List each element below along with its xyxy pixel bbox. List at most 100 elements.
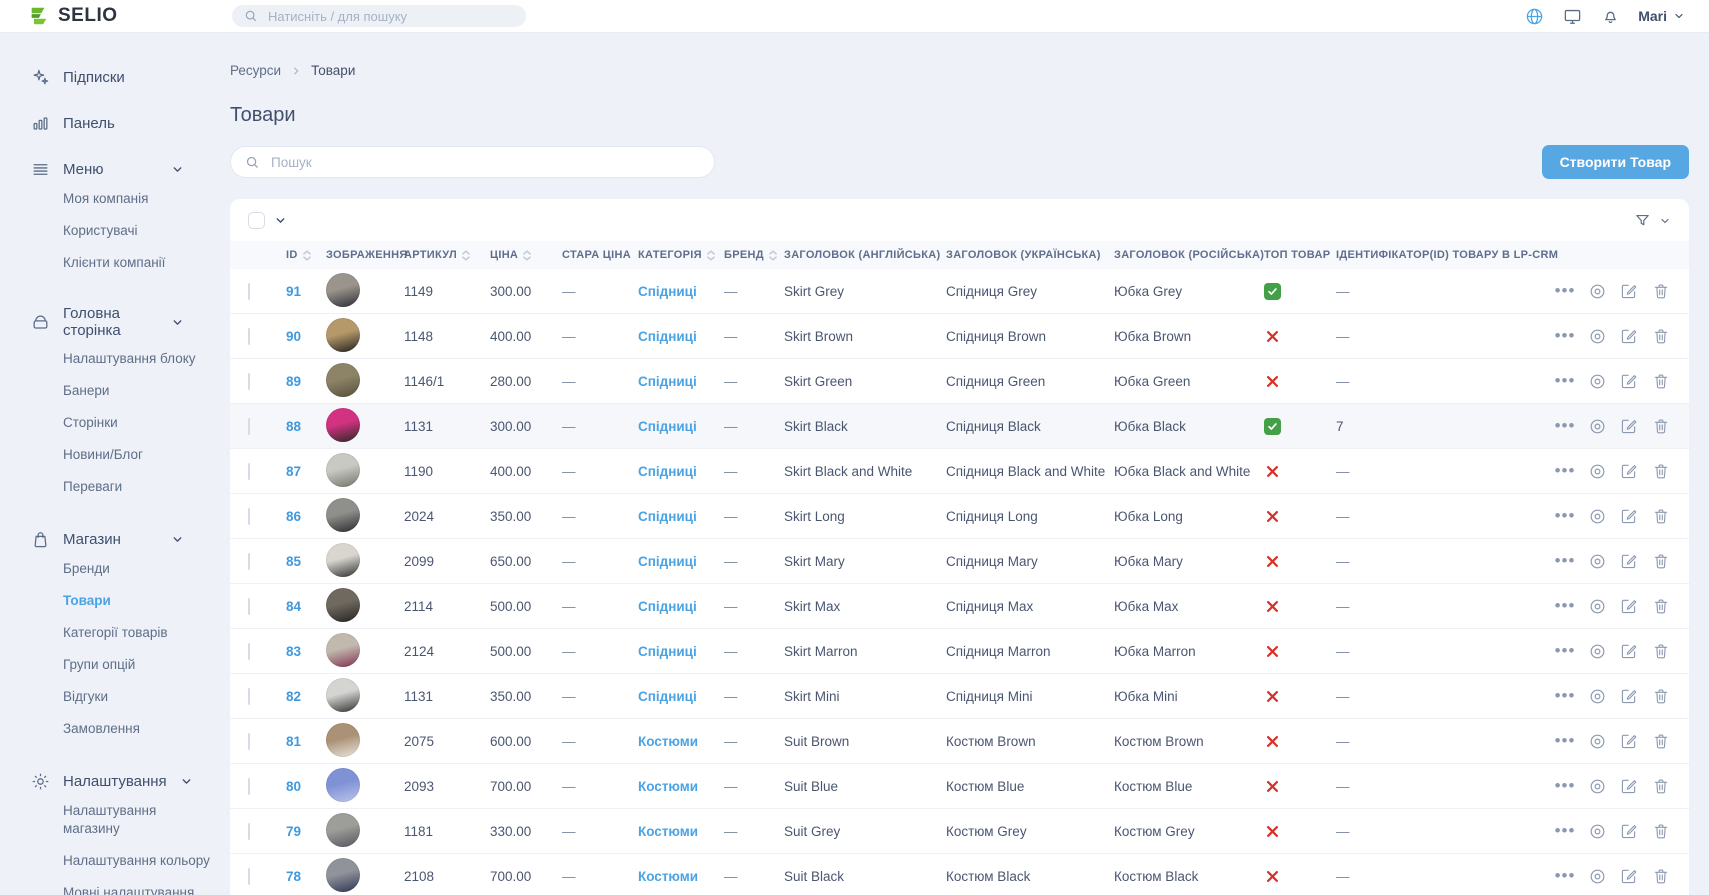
view-button[interactable]: [1587, 686, 1607, 706]
edit-button[interactable]: [1619, 731, 1639, 751]
view-button[interactable]: [1587, 506, 1607, 526]
notifications-bell-icon[interactable]: [1600, 6, 1620, 26]
row-checkbox[interactable]: [248, 732, 250, 750]
category-link[interactable]: Спідниці: [638, 508, 697, 524]
row-checkbox[interactable]: [248, 867, 250, 885]
user-menu[interactable]: Mari: [1638, 8, 1685, 24]
row-checkbox[interactable]: [248, 687, 250, 705]
product-id-link[interactable]: 87: [286, 463, 302, 479]
sidebar-subitem[interactable]: Відгуки: [63, 689, 109, 704]
filter-button[interactable]: [1634, 212, 1671, 229]
category-link[interactable]: Спідниці: [638, 373, 697, 389]
column-header[interactable]: ID: [286, 249, 326, 261]
sidebar-subitem[interactable]: Сторінки: [63, 415, 118, 430]
delete-button[interactable]: [1651, 281, 1671, 301]
view-button[interactable]: [1587, 641, 1607, 661]
product-id-link[interactable]: 88: [286, 418, 302, 434]
sidebar-item-1[interactable]: Панель: [30, 113, 210, 133]
product-image[interactable]: [326, 677, 360, 712]
product-image[interactable]: [326, 632, 360, 667]
product-id-link[interactable]: 78: [286, 868, 302, 884]
product-image[interactable]: [326, 272, 360, 307]
category-link[interactable]: Спідниці: [638, 418, 697, 434]
product-image[interactable]: [326, 767, 360, 802]
more-actions-button[interactable]: •••: [1554, 866, 1576, 885]
more-actions-button[interactable]: •••: [1554, 821, 1576, 840]
column-header[interactable]: ЦІНА: [490, 249, 562, 261]
edit-button[interactable]: [1619, 551, 1639, 571]
more-actions-button[interactable]: •••: [1554, 686, 1576, 705]
category-link[interactable]: Спідниці: [638, 283, 697, 299]
product-image[interactable]: [326, 497, 360, 532]
product-image[interactable]: [326, 722, 360, 757]
sort-icon[interactable]: [769, 249, 777, 261]
product-id-link[interactable]: 83: [286, 643, 302, 659]
sidebar-subitem[interactable]: Замовлення: [63, 721, 140, 736]
row-checkbox[interactable]: [248, 777, 250, 795]
delete-button[interactable]: [1651, 821, 1671, 841]
product-image[interactable]: [326, 542, 360, 577]
more-actions-button[interactable]: •••: [1554, 416, 1576, 435]
edit-button[interactable]: [1619, 506, 1639, 526]
row-checkbox[interactable]: [248, 462, 250, 480]
product-image[interactable]: [326, 812, 360, 847]
product-search-input[interactable]: [269, 153, 700, 171]
sidebar-subitem[interactable]: Моя компанія: [63, 191, 149, 206]
category-link[interactable]: Спідниці: [638, 328, 697, 344]
product-image[interactable]: [326, 857, 360, 892]
more-actions-button[interactable]: •••: [1554, 371, 1576, 390]
edit-button[interactable]: [1619, 866, 1639, 886]
more-actions-button[interactable]: •••: [1554, 281, 1576, 300]
app-logo[interactable]: SELIO: [0, 5, 210, 27]
category-link[interactable]: Спідниці: [638, 598, 697, 614]
column-header[interactable]: АРТИКУЛ: [404, 249, 490, 261]
row-checkbox[interactable]: [248, 327, 250, 345]
sort-icon[interactable]: [523, 249, 531, 261]
category-link[interactable]: Костюми: [638, 868, 699, 884]
global-search[interactable]: [232, 5, 526, 27]
monitor-icon[interactable]: [1562, 6, 1582, 26]
row-checkbox[interactable]: [248, 507, 250, 525]
edit-button[interactable]: [1619, 821, 1639, 841]
view-button[interactable]: [1587, 461, 1607, 481]
sidebar-subitem[interactable]: Групи опцій: [63, 657, 136, 672]
sidebar-item-2[interactable]: Меню: [30, 159, 210, 179]
view-button[interactable]: [1587, 551, 1607, 571]
product-id-link[interactable]: 79: [286, 823, 302, 839]
edit-button[interactable]: [1619, 776, 1639, 796]
more-actions-button[interactable]: •••: [1554, 731, 1576, 750]
view-button[interactable]: [1587, 416, 1607, 436]
row-checkbox[interactable]: [248, 822, 250, 840]
more-actions-button[interactable]: •••: [1554, 641, 1576, 660]
product-id-link[interactable]: 89: [286, 373, 302, 389]
product-id-link[interactable]: 81: [286, 733, 302, 749]
sidebar-subitem[interactable]: Категорії товарів: [63, 625, 168, 640]
more-actions-button[interactable]: •••: [1554, 326, 1576, 345]
edit-button[interactable]: [1619, 281, 1639, 301]
edit-button[interactable]: [1619, 326, 1639, 346]
more-actions-button[interactable]: •••: [1554, 776, 1576, 795]
view-button[interactable]: [1587, 371, 1607, 391]
view-button[interactable]: [1587, 281, 1607, 301]
product-image[interactable]: [326, 452, 360, 487]
create-product-button[interactable]: Створити Товар: [1541, 145, 1689, 179]
edit-button[interactable]: [1619, 461, 1639, 481]
select-all-checkbox[interactable]: [248, 212, 265, 229]
sort-icon[interactable]: [462, 249, 470, 261]
sidebar-subitem[interactable]: Банери: [63, 383, 110, 398]
delete-button[interactable]: [1651, 596, 1671, 616]
row-checkbox[interactable]: [248, 417, 250, 435]
delete-button[interactable]: [1651, 686, 1671, 706]
edit-button[interactable]: [1619, 371, 1639, 391]
sidebar-subitem[interactable]: Переваги: [63, 479, 123, 494]
sidebar-item-4[interactable]: Магазин: [30, 529, 210, 549]
category-link[interactable]: Костюми: [638, 733, 699, 749]
edit-button[interactable]: [1619, 686, 1639, 706]
more-actions-button[interactable]: •••: [1554, 506, 1576, 525]
product-search[interactable]: [230, 146, 715, 178]
global-search-input[interactable]: [266, 7, 514, 25]
category-link[interactable]: Костюми: [638, 778, 699, 794]
product-image[interactable]: [326, 362, 360, 397]
delete-button[interactable]: [1651, 551, 1671, 571]
view-button[interactable]: [1587, 776, 1607, 796]
